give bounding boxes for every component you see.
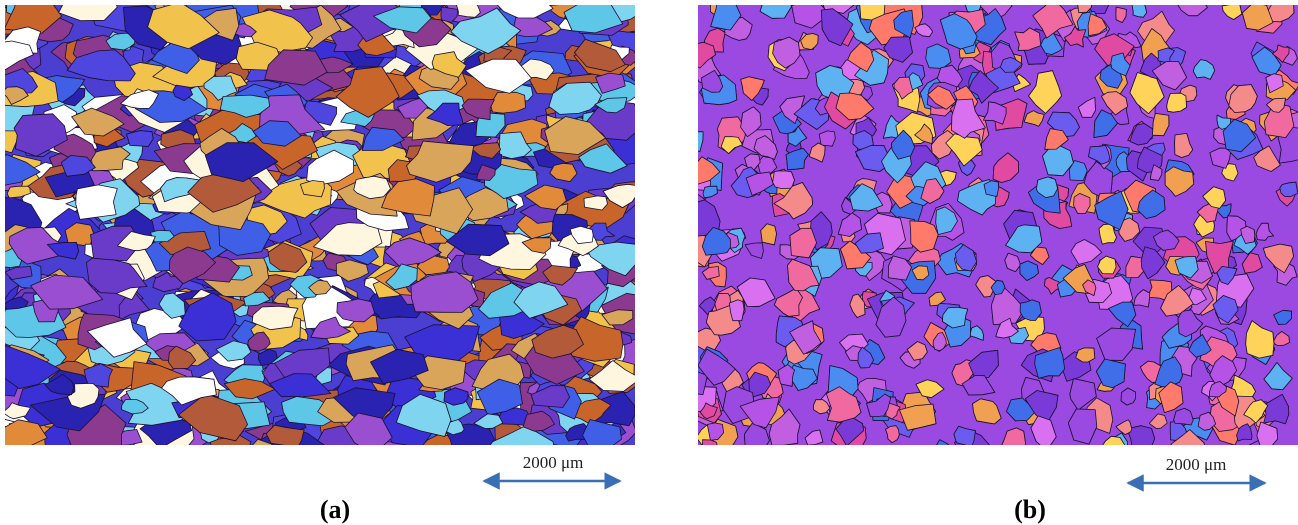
grain [76,185,118,220]
grain [701,440,718,458]
grain [1020,300,1041,321]
grain [1280,182,1298,197]
grain [819,131,835,146]
scale-bar-label: 2000 μm [1166,455,1227,474]
grain [1074,193,1091,213]
grain [1076,348,1095,362]
grain [681,132,703,152]
page: {"panels": [ {"label": "(a)", "scale_bar… [0,0,1298,525]
grain [456,2,480,18]
micrograph-a [0,0,670,471]
grain [1167,93,1187,112]
grain [127,131,154,147]
grain [773,171,795,189]
grain [584,196,608,210]
panel-label: (b) [1014,495,1046,524]
grain [1174,408,1194,425]
grain [729,300,744,321]
figure: 2000 μm (a) 2000 μm (b) [0,0,1298,525]
panel-label: (a) [320,495,350,524]
scale-bar-label: 2000 μm [523,453,584,472]
grain [984,181,999,197]
grain [1132,2,1147,17]
grain [491,92,526,113]
micrograph-b [681,0,1298,468]
grain [300,181,324,197]
